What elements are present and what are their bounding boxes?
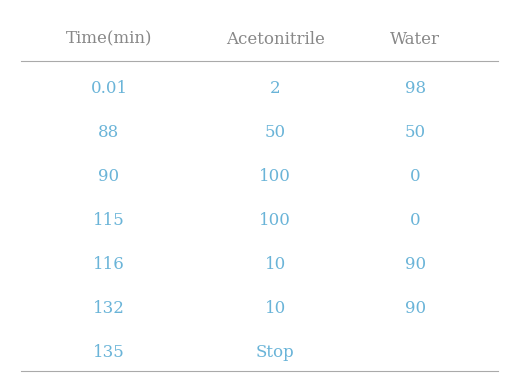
Text: Time(min): Time(min) xyxy=(66,31,152,48)
Text: 0.01: 0.01 xyxy=(90,80,128,97)
Text: 0: 0 xyxy=(410,168,420,185)
Text: 10: 10 xyxy=(265,300,285,317)
Text: 0: 0 xyxy=(410,212,420,229)
Text: 116: 116 xyxy=(93,256,125,273)
Text: 50: 50 xyxy=(265,124,285,141)
Text: Water: Water xyxy=(390,31,440,48)
Text: 100: 100 xyxy=(259,212,291,229)
Text: 90: 90 xyxy=(405,300,426,317)
Text: 132: 132 xyxy=(93,300,125,317)
Text: Acetonitrile: Acetonitrile xyxy=(226,31,324,48)
Text: 100: 100 xyxy=(259,168,291,185)
Text: 90: 90 xyxy=(99,168,119,185)
Text: 98: 98 xyxy=(405,80,426,97)
Text: 10: 10 xyxy=(265,256,285,273)
Text: 115: 115 xyxy=(93,212,125,229)
Text: 88: 88 xyxy=(99,124,119,141)
Text: 50: 50 xyxy=(405,124,426,141)
Text: Stop: Stop xyxy=(256,344,294,361)
Text: 135: 135 xyxy=(93,344,125,361)
Text: 2: 2 xyxy=(270,80,280,97)
Text: 90: 90 xyxy=(405,256,426,273)
